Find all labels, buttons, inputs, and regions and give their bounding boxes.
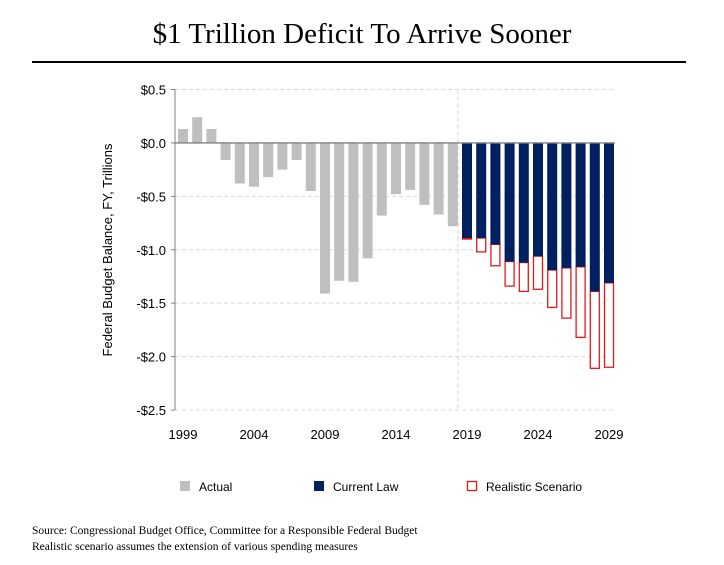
source-note: Source: Congressional Budget Office, Com… <box>32 525 418 537</box>
bar-actual <box>249 142 259 187</box>
x-tick-label: 2029 <box>595 427 624 442</box>
y-axis-label: Federal Budget Balance, FY, Trillions <box>100 143 115 356</box>
bar-actual <box>405 142 416 190</box>
bar-actual <box>391 142 401 195</box>
bar-actual <box>291 142 302 161</box>
x-tick-label: 2004 <box>240 427 269 442</box>
bar-realistic <box>603 282 615 368</box>
bar-actual <box>220 142 231 161</box>
bar-realistic <box>589 290 600 369</box>
y-tick-label: -$1.0 <box>136 243 166 258</box>
legend-swatch <box>180 481 190 491</box>
bar-realistic <box>518 261 529 293</box>
bar-realistic <box>476 237 487 253</box>
bar-current-law <box>490 142 501 245</box>
bar-realistic <box>561 267 572 319</box>
bar-realistic <box>532 255 544 290</box>
bar-current-law <box>462 142 472 238</box>
legend-label: Current Law <box>333 480 399 494</box>
y-tick-label: $0.5 <box>141 83 166 98</box>
legend-swatch <box>314 481 324 491</box>
bar-actual <box>178 129 188 143</box>
bar-realistic <box>547 269 558 309</box>
x-tick-label: 2014 <box>382 427 411 442</box>
bar-current-law <box>533 142 543 257</box>
bar-current-law <box>561 142 572 268</box>
bar-current-law <box>604 142 614 283</box>
y-tick-label: -$2.5 <box>136 403 166 418</box>
bar-current-law <box>589 142 600 292</box>
y-tick-label: -$2.0 <box>136 350 166 365</box>
bar-actual <box>419 142 430 205</box>
bar-actual <box>263 142 274 178</box>
bar-actual <box>234 142 245 184</box>
chart-title: $1 Trillion Deficit To Arrive Sooner <box>152 18 572 50</box>
x-tick-label: 1999 <box>169 427 198 442</box>
bar-actual <box>334 142 345 281</box>
bar-actual <box>192 117 203 143</box>
bar-actual <box>348 142 359 282</box>
bar-actual <box>206 129 217 143</box>
y-tick-label: -$0.5 <box>136 189 166 204</box>
x-tick-label: 2009 <box>311 427 340 442</box>
x-tick-label: 2019 <box>453 427 482 442</box>
bar-realistic <box>461 237 473 240</box>
scenario-note: Realistic scenario assumes the extension… <box>32 541 358 553</box>
bar-current-law <box>547 142 558 271</box>
title-rule <box>32 61 686 63</box>
bar-current-law <box>518 142 529 263</box>
bar-actual <box>362 142 373 259</box>
bar-actual <box>376 142 387 216</box>
bar-actual <box>433 142 444 215</box>
bar-current-law <box>575 142 586 267</box>
bar-actual <box>320 142 330 294</box>
x-tick-label: 2024 <box>524 427 553 442</box>
bar-realistic <box>490 243 501 267</box>
bar-actual <box>277 142 288 170</box>
bar-realistic <box>575 266 586 339</box>
legend-label: Realistic Scenario <box>486 480 582 494</box>
y-tick-label: $0.0 <box>141 136 166 151</box>
bar-actual <box>447 142 458 227</box>
y-tick-label: -$1.5 <box>136 296 166 311</box>
bar-actual <box>305 142 316 191</box>
bar-current-law <box>476 142 487 238</box>
bar-current-law <box>504 142 515 262</box>
bar-realistic <box>504 260 515 287</box>
legend-swatch <box>466 480 478 492</box>
legend-label: Actual <box>199 480 232 494</box>
